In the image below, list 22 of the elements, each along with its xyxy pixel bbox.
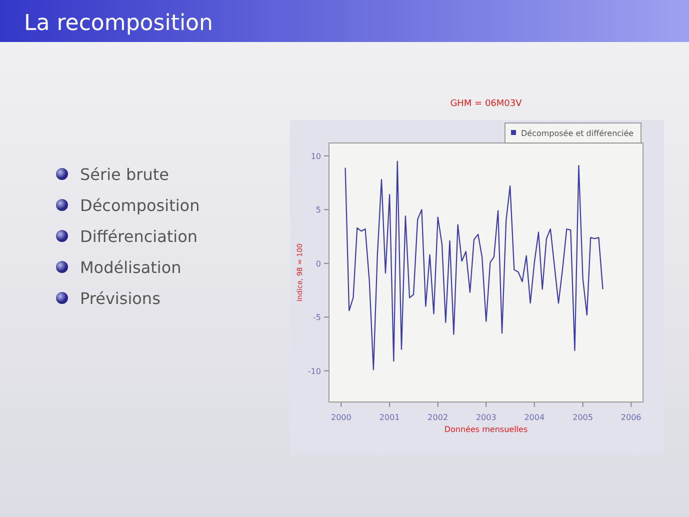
text: Différenciation [80, 227, 198, 246]
y-tick-label: 10 [310, 152, 321, 161]
chart-title: GHM = 06M03V [450, 99, 523, 109]
x-tick-label: 2002 [428, 413, 448, 422]
x-tick-label: 2000 [330, 413, 352, 422]
x-tick-label: 2004 [524, 413, 545, 422]
text: Prévisions [80, 289, 160, 308]
line-series [344, 160, 604, 370]
text: Série brute [80, 165, 169, 184]
y-tick-label: 5 [316, 206, 321, 215]
x-axis-title: Données mensuelles [444, 425, 528, 434]
x-tick-label: 2001 [379, 413, 400, 422]
x-tick-label: 2005 [572, 413, 593, 422]
x-tick-label: 2006 [620, 413, 642, 422]
y-tick-label: 0 [316, 259, 321, 268]
x-tick-label: 2003 [476, 413, 496, 422]
y-tick-label: -10 [308, 366, 321, 376]
text: Modélisation [80, 258, 182, 277]
legend-label: Décomposée et différenciée [521, 129, 634, 138]
text: La recomposition [24, 11, 213, 36]
text: Décomposition [80, 196, 200, 215]
y-tick-label: -5 [313, 313, 321, 322]
